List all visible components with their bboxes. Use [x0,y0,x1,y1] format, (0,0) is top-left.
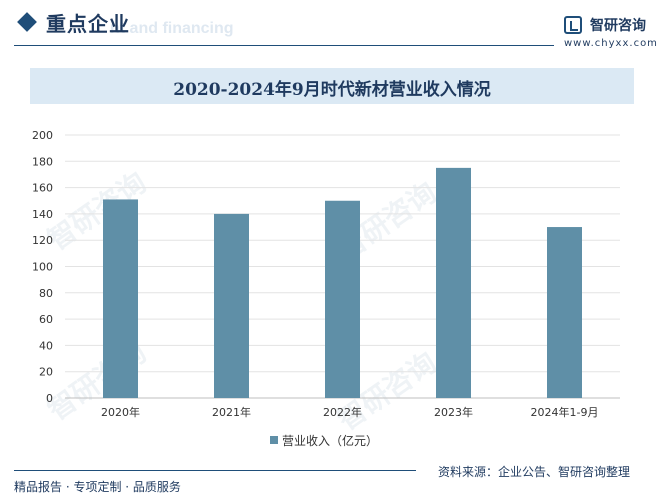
bar [547,227,582,398]
page-title: 重点企业 [46,12,130,36]
footer-divider [14,470,416,471]
bar-chart: 0 20 40 60 80 100 120 140 160 180 200 2020年 2021年 202… [32,129,620,419]
footer-tagline: 精品报告 · 专项定制 · 品质服务 [14,480,181,494]
y-tick-label: 180 [32,155,53,168]
header: nt and financing 重点企业 智研咨询 www.chyxx.com [0,0,672,56]
bar [325,200,360,398]
x-tick-label: 2024年1-9月 [531,405,599,419]
y-tick-label: 160 [32,182,53,195]
bar [103,199,138,398]
title-background-text: nt and financing [110,20,234,37]
bar [214,213,249,398]
y-tick-label: 80 [39,287,53,300]
y-tick-label: 200 [32,129,53,142]
bar [436,167,471,398]
logo-name: 智研咨询 [590,18,646,34]
y-tick-label: 120 [32,234,53,247]
x-tick-label: 2021年 [212,405,251,419]
diamond-icon [17,12,37,32]
y-tick-label: 100 [32,261,53,274]
chart-title-band: 2020-2024年9月时代新材营业收入情况 [30,68,634,104]
y-tick-label: 140 [32,208,53,221]
y-tick-label: 0 [46,392,53,405]
chart-title: 2020-2024年9月时代新材营业收入情况 [173,80,491,100]
y-tick-label: 60 [39,313,53,326]
legend-label: 营业收入（亿元） [282,434,379,448]
x-tick-label: 2020年 [101,405,140,419]
legend-swatch [270,436,278,444]
y-tick-label: 40 [39,339,53,352]
y-tick-label: 20 [39,366,53,379]
logo-icon [564,16,582,34]
footer-source: 资料来源：企业公告、智研咨询整理 [438,465,631,479]
logo: 智研咨询 www.chyxx.com [564,14,664,54]
x-tick-label: 2023年 [434,405,473,419]
x-tick-label: 2022年 [323,405,362,419]
logo-url: www.chyxx.com [564,38,658,49]
header-divider [14,45,554,46]
